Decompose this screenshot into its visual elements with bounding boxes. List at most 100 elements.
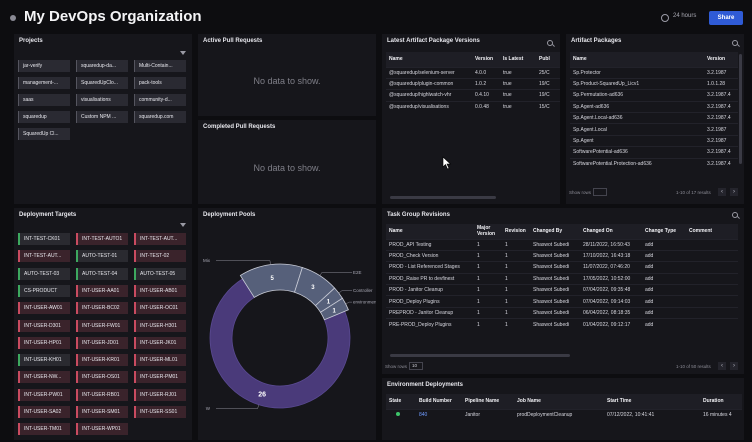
table-row[interactable]: Sp.Agent-ad636 3.2.1987.4 [570, 100, 738, 113]
menu-dot-icon[interactable] [10, 15, 16, 21]
column-header[interactable]: Changed On [580, 224, 642, 239]
deployment-target-chip[interactable]: INT-USER-OC01 [134, 302, 186, 315]
table-row[interactable]: SoftwarePotential.Protection-ad636 3.2.19… [570, 157, 738, 170]
table-row[interactable]: Sp.Agent.Local 3.2.1987 [570, 123, 738, 136]
column-header[interactable]: Pipeline Name [462, 394, 514, 409]
deployment-target-chip[interactable]: INT-USER-HP01 [18, 336, 70, 349]
deployment-target-chip[interactable]: INT-USER-AB01 [134, 284, 186, 297]
deployment-target-chip[interactable]: INT-USER-JD01 [76, 336, 128, 349]
column-header[interactable]: Major Version [474, 224, 502, 239]
table-row[interactable]: 840 Janitor prodDeploymentCleanup 07/12/202… [386, 408, 742, 421]
column-header[interactable]: Publ [536, 52, 560, 67]
column-header[interactable]: Changed By [530, 224, 580, 239]
column-header[interactable]: Build Number [416, 394, 462, 409]
deployment-target-chip[interactable]: AUTO-TEST-03 [18, 267, 70, 280]
filter-icon[interactable] [180, 223, 186, 228]
column-header[interactable]: Job Name [514, 394, 604, 409]
table-row[interactable]: @squaredup/highlwatch-vhr 0.4.10 true 19/C [386, 89, 560, 102]
deployment-target-chip[interactable]: INT-USER-KH01 [18, 354, 70, 367]
deployment-target-chip[interactable]: INT-USER-AA01 [76, 284, 128, 297]
table-row[interactable]: PROD - Janitor Cleanup 1 1 Shaswot Subedi 07… [386, 284, 738, 296]
project-chip[interactable]: squaredup [18, 111, 70, 123]
table-row[interactable]: PREPROD - Janitor Cleanup 1 1 Shaswot Subed… [386, 306, 738, 319]
search-icon[interactable] [732, 212, 738, 218]
deployment-target-chip[interactable]: AUTO-TEST-04 [76, 267, 128, 280]
project-chip[interactable]: Custom NPM ... [76, 111, 128, 123]
table-row[interactable]: @squaredup/plugin-common 1.0.2 true 19/C [386, 77, 560, 90]
deployment-target-chip[interactable]: INT-USER-OS01 [76, 371, 128, 384]
column-header[interactable]: Name [570, 52, 704, 67]
table-row[interactable]: PROD_API Testing 1 1 Shaswot Subedi 28/11/20… [386, 238, 738, 251]
table-row[interactable]: PROD_Check Version 1 1 Shaswot Subedi 17/10/… [386, 249, 738, 262]
next-page-button[interactable]: › [730, 188, 738, 196]
project-chip[interactable]: visualisations [76, 94, 128, 106]
horizontal-scrollbar[interactable] [390, 354, 570, 357]
deployment-target-chip[interactable]: CS-PRODUCT [18, 284, 70, 297]
deployment-target-chip[interactable]: INT-USER-JK01 [134, 336, 186, 349]
column-header[interactable]: Start Time [604, 394, 700, 409]
project-chip[interactable]: squaredup.com [134, 111, 186, 123]
deployment-target-chip[interactable]: INT-USER-D301 [18, 319, 70, 332]
rows-per-page-select[interactable] [593, 188, 607, 196]
deployment-target-chip[interactable]: INT-USER-SS01 [134, 406, 186, 418]
column-header[interactable]: Change Type [642, 224, 686, 239]
deployment-target-chip[interactable]: INT-TEST-AUT... [134, 233, 186, 245]
project-chip[interactable]: SquaredUpClo... [76, 77, 128, 89]
deployment-target-chip[interactable]: INT-USER-SA02 [18, 406, 70, 418]
deployment-target-chip[interactable]: INT-USER-RB01 [76, 388, 128, 401]
project-chip[interactable]: SquaredUp Cl... [18, 128, 70, 140]
filter-icon[interactable] [180, 51, 186, 56]
time-range-selector[interactable]: 24 hours [673, 13, 697, 19]
deployment-target-chip[interactable]: AUTO-TEST-05 [134, 267, 186, 280]
project-chip[interactable]: saas [18, 94, 70, 106]
deployment-target-chip[interactable]: INT-USER-ML01 [134, 354, 186, 367]
column-header[interactable]: Version [472, 52, 500, 67]
search-icon[interactable] [732, 40, 738, 46]
deployment-target-chip[interactable]: INT-TEST-AUT... [18, 250, 70, 263]
table-row[interactable]: Sp.Permutation-ad636 3.2.1987.4 [570, 89, 738, 102]
column-header[interactable]: Name [386, 224, 474, 239]
table-row[interactable]: @squaredup/selenium-server 4.0.0 true 25/C [386, 66, 560, 79]
deployment-target-chip[interactable]: INT-USER-WP01 [76, 423, 128, 436]
deployment-target-chip[interactable]: INT-USER-RJ01 [134, 388, 186, 401]
deployment-target-chip[interactable]: INT-USER-BC02 [76, 302, 128, 315]
search-icon[interactable] [547, 40, 553, 46]
project-chip[interactable]: pack-tools [134, 77, 186, 89]
vertical-scrollbar[interactable] [739, 54, 742, 164]
rows-per-page-select[interactable]: 10 [409, 362, 423, 370]
project-chip[interactable]: management-... [18, 77, 70, 89]
column-header[interactable]: Name [386, 52, 472, 67]
column-header[interactable]: State [386, 394, 416, 409]
table-row[interactable]: SoftwarePotential-ad636 3.2.1987.4 [570, 146, 738, 159]
project-chip[interactable]: jar-verify [18, 60, 70, 72]
table-row[interactable]: PROD_Deploy Plugins 1 1 Shaswot Subedi 07/04… [386, 295, 738, 308]
table-row[interactable]: PROD_Raise PR to devfinest 1 1 Shaswot Sube… [386, 272, 738, 285]
prev-page-button[interactable]: ‹ [718, 362, 726, 370]
deployment-target-chip[interactable]: INT-USER-PW01 [18, 388, 70, 401]
column-header[interactable]: Comment [686, 224, 738, 239]
project-chip[interactable]: Multi-Contain... [134, 60, 186, 72]
table-row[interactable]: PROD - List Referenced Stages 1 1 Shaswot S… [386, 261, 738, 274]
next-page-button[interactable]: › [730, 362, 738, 370]
deployment-target-chip[interactable]: INT-USER-PM01 [134, 371, 186, 384]
deployment-target-chip[interactable]: INT-USER-SM01 [76, 406, 128, 418]
deployment-target-chip[interactable]: INT-TEST-AUTO1 [76, 233, 128, 245]
deployment-target-chip[interactable]: AUTO-TEST-01 [76, 250, 128, 263]
deployment-target-chip[interactable]: INT-USER-TM01 [18, 423, 70, 436]
share-button[interactable]: Share [709, 11, 743, 25]
project-chip[interactable]: community-d... [134, 94, 186, 106]
deployment-target-chip[interactable]: INT-USER-FW01 [76, 319, 128, 332]
deployment-target-chip[interactable]: INT-USER-AW01 [18, 302, 70, 315]
deployment-target-chip[interactable]: INT-USER-KR01 [76, 354, 128, 367]
table-row[interactable]: @squaredup/visualisations 0.0.48 true 15/C [386, 100, 560, 113]
deployment-target-chip[interactable]: INT-USER-NW... [18, 371, 70, 384]
table-row[interactable]: Sp.Protector 3.2.1987 [570, 66, 738, 79]
pool-segment[interactable] [319, 297, 349, 321]
column-header[interactable]: Revision [502, 224, 530, 239]
table-row[interactable]: Sp.Agent.Local-ad636 3.2.1987.4 [570, 112, 738, 124]
project-chip[interactable]: squaredup-da... [76, 60, 128, 72]
prev-page-button[interactable]: ‹ [718, 188, 726, 196]
deployment-target-chip[interactable]: INT-USER-H301 [134, 319, 186, 332]
deployment-target-chip[interactable]: INT-TEST-02 [134, 250, 186, 263]
column-header[interactable]: Duration [700, 394, 742, 409]
